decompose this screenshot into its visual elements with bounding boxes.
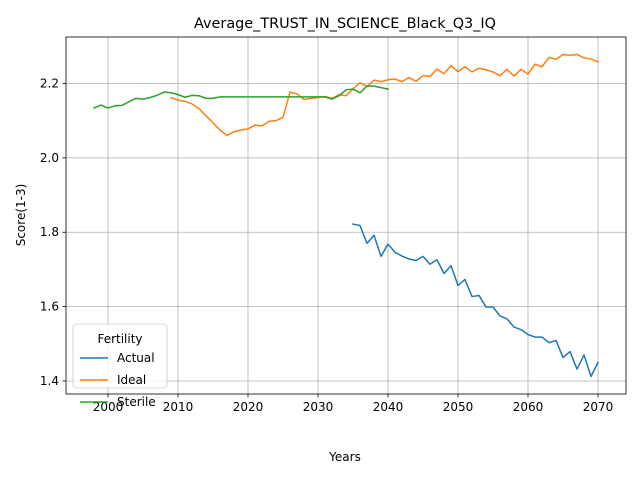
legend-label-sterile: Sterile (117, 395, 156, 409)
x-axis-label: Years (328, 450, 361, 464)
x-tick-label: 2020 (233, 400, 264, 414)
chart-title: Average_TRUST_IN_SCIENCE_Black_Q3_IQ (194, 16, 496, 32)
y-tick-label: 2.0 (40, 151, 59, 165)
y-tick-label: 1.4 (40, 374, 59, 388)
legend-label-ideal: Ideal (117, 373, 146, 387)
y-tick-label: 1.6 (40, 300, 59, 314)
x-tick-label: 2060 (513, 400, 544, 414)
x-tick-label: 2050 (443, 400, 474, 414)
legend-label-actual: Actual (117, 351, 155, 365)
x-tick-label: 2010 (163, 400, 194, 414)
y-axis-label: Score(1-3) (14, 184, 28, 247)
x-tick-label: 2070 (583, 400, 614, 414)
series-line-ideal (170, 53, 599, 137)
y-axis-ticks: 1.4 1.6 1.8 2.0 2.2 (40, 76, 66, 388)
y-tick-label: 2.2 (40, 76, 59, 90)
y-tick-label: 1.8 (40, 225, 59, 239)
series-line-sterile (93, 85, 389, 110)
legend: Fertility Actual Ideal Sterile (72, 323, 168, 409)
x-tick-label: 2040 (373, 400, 404, 414)
x-tick-label: 2000 (93, 400, 124, 414)
x-tick-label: 2030 (303, 400, 334, 414)
plot-series (93, 53, 600, 378)
legend-box (72, 323, 168, 389)
series-line-actual (352, 223, 600, 378)
plot-frame (65, 36, 627, 395)
legend-title: Fertility (97, 332, 142, 346)
x-axis-ticks: 2000 2010 2020 2030 2040 2050 2060 2070 (93, 394, 614, 414)
